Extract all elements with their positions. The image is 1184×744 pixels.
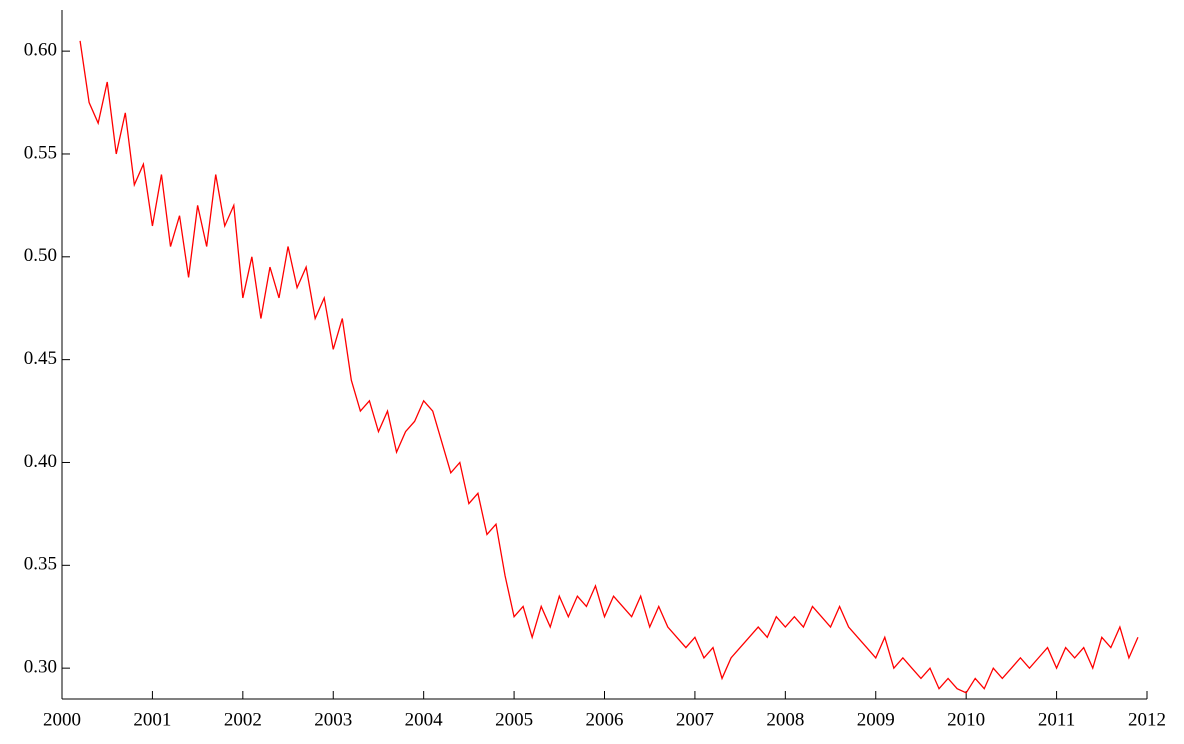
x-tick-label: 2007 (676, 709, 714, 730)
x-tick-label: 2008 (766, 709, 804, 730)
x-tick-label: 2005 (495, 709, 533, 730)
y-tick-label: 0.60 (24, 39, 57, 60)
x-tick-label: 2002 (224, 709, 262, 730)
x-tick-label: 2001 (133, 709, 171, 730)
x-tick-label: 2004 (405, 709, 444, 730)
y-tick-label: 0.35 (24, 554, 57, 575)
y-tick-label: 0.40 (24, 451, 57, 472)
x-tick-label: 2000 (43, 709, 81, 730)
y-tick-label: 0.45 (24, 348, 57, 369)
x-tick-label: 2009 (857, 709, 895, 730)
x-tick-label: 2012 (1128, 709, 1166, 730)
x-tick-label: 2010 (947, 709, 985, 730)
y-tick-label: 0.30 (24, 657, 57, 678)
line-series (79, 40, 1139, 694)
y-tick-label: 0.50 (24, 245, 57, 266)
x-tick-label: 2006 (586, 709, 624, 730)
x-tick-label: 2003 (314, 709, 352, 730)
x-tick-label: 2011 (1038, 709, 1075, 730)
y-tick-label: 0.55 (24, 142, 57, 163)
